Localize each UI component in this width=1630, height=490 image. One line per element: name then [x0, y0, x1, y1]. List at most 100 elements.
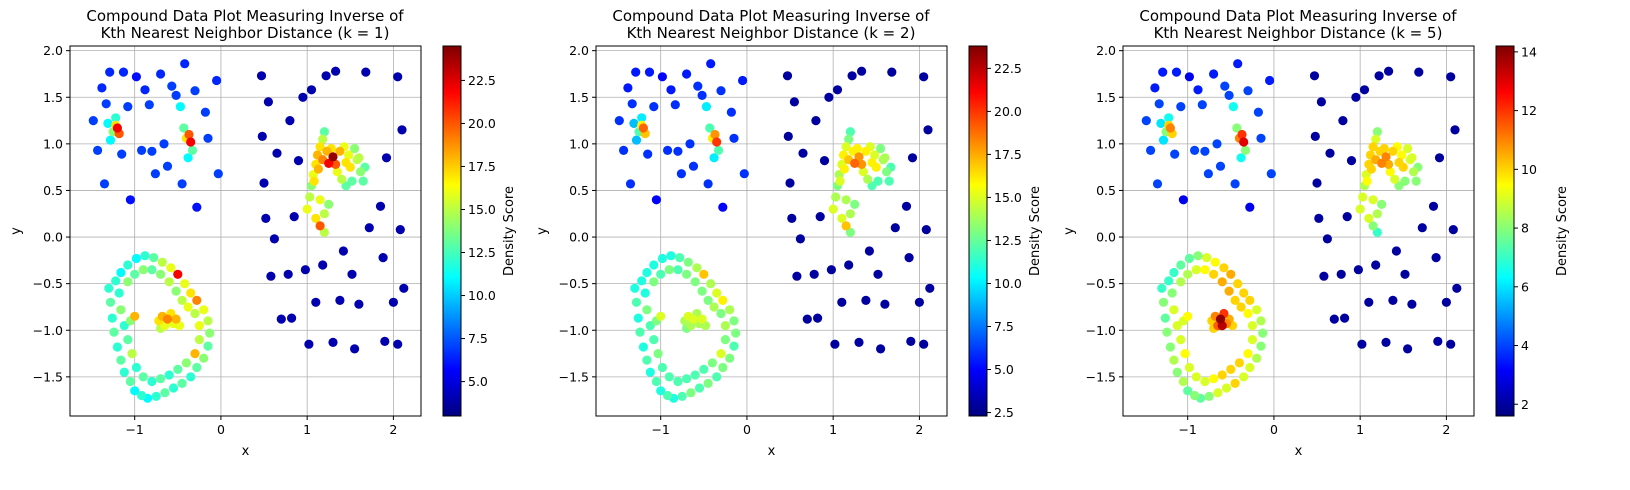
scatter-point [1224, 90, 1234, 100]
scatter-point [1394, 157, 1404, 168]
scatter-point [852, 143, 862, 154]
scatter-point [354, 153, 364, 163]
chart-title-line: Compound Data Plot Measuring Inverse of [86, 7, 404, 25]
scatter-point [105, 297, 116, 307]
scatter-point [183, 153, 193, 163]
scatter-point [1228, 102, 1238, 112]
scatter-point [844, 134, 854, 144]
scatter-point [819, 156, 830, 166]
scatter-point [850, 199, 860, 209]
scatter-point [116, 267, 126, 278]
scatter-point [890, 223, 900, 233]
scatter-point [107, 313, 117, 323]
scatter-point [147, 146, 157, 156]
scatter-point [633, 313, 643, 323]
scatter-point [729, 316, 739, 326]
scatter-point [181, 358, 191, 368]
scatter-point [1209, 69, 1219, 79]
colorbar-label: Density Score [1555, 186, 1570, 276]
scatter-point [1176, 102, 1186, 112]
scatter-point [631, 67, 641, 77]
scatter-point [798, 148, 808, 158]
scatter-point [256, 71, 267, 81]
scatter-point [739, 169, 749, 179]
scatter-point [1160, 313, 1170, 323]
scatter-point [393, 72, 403, 82]
scatter-point [306, 85, 317, 95]
scatter-point [785, 178, 795, 188]
scatter-point [1224, 286, 1234, 296]
y-tick-label: 1.0 [43, 136, 63, 151]
colorbar-tick-label: 10 [1521, 162, 1537, 177]
scatter-point [97, 83, 107, 93]
scatter-point [835, 176, 845, 186]
scatter-point [1385, 167, 1395, 177]
scatter-point [123, 260, 133, 270]
scatter-point [1203, 169, 1213, 179]
scatter-point [844, 260, 854, 270]
scatter-point [192, 362, 202, 373]
scatter-point [901, 201, 912, 211]
scatter-point [1176, 335, 1186, 345]
scatter-point [1366, 164, 1376, 174]
colorbar: 2 4 6 8 10 12 14 Density Score [1495, 44, 1570, 417]
scatter-point [1441, 297, 1451, 307]
scatter-point [332, 167, 342, 177]
scatter-point [1245, 202, 1255, 212]
scatter-point [283, 269, 293, 279]
scatter-point [266, 271, 276, 281]
scatter-point [703, 179, 713, 189]
scatter-point [350, 143, 360, 154]
scatter-point [1448, 225, 1458, 235]
scatter-point [1200, 265, 1210, 275]
colorbar-tick-label: 4 [1521, 338, 1529, 353]
colorbar-tick-label: 14 [1521, 44, 1537, 59]
scatter-point [645, 367, 655, 377]
scatter-point [1390, 174, 1400, 184]
scatter-point [795, 234, 806, 244]
scatter-point [187, 145, 198, 155]
scatter-point [328, 337, 338, 347]
scatter-point [1184, 362, 1194, 373]
scatter-point [1400, 176, 1410, 186]
scatter-point [1384, 66, 1394, 76]
scatter-point [1312, 178, 1322, 188]
scatter-point [830, 339, 840, 349]
scatter-point [147, 265, 157, 275]
scatter-point [137, 390, 147, 401]
scatter-point [640, 288, 650, 298]
scatter-point [1213, 388, 1223, 398]
scatter-point [847, 71, 857, 81]
scatter-point [276, 314, 286, 324]
x-tick-label: 0 [217, 422, 225, 437]
scatter-point [1372, 209, 1382, 219]
scatter-point [709, 153, 719, 163]
scatter-point [131, 72, 141, 82]
scatter-point [1346, 156, 1357, 166]
scatter-point [887, 67, 897, 77]
scatter-point [1258, 328, 1268, 338]
scatter-point [1157, 283, 1167, 293]
scatter-point [1169, 355, 1179, 365]
scatter-point [716, 308, 726, 319]
scatter-point [287, 313, 297, 323]
scatter-point [1191, 372, 1201, 382]
scatter-point [157, 257, 167, 267]
scatter-point [1220, 81, 1230, 91]
scatter-point [1232, 123, 1242, 133]
scatter-point [813, 313, 823, 323]
scatter-point [212, 75, 222, 86]
scatter-point [319, 209, 329, 219]
scatter-point [884, 176, 894, 186]
scatter-point [919, 339, 929, 349]
scatter-point [716, 349, 726, 359]
scatter-point [322, 146, 332, 156]
scatter-point [904, 253, 914, 263]
colorbar-label: Density Score [502, 186, 517, 276]
scatter-point [1152, 179, 1163, 189]
x-axis-label: x [1295, 444, 1303, 459]
scatter-point [125, 195, 135, 205]
scatter-point [699, 364, 709, 374]
scatter-point [304, 339, 314, 349]
scatter-point [1364, 213, 1374, 223]
